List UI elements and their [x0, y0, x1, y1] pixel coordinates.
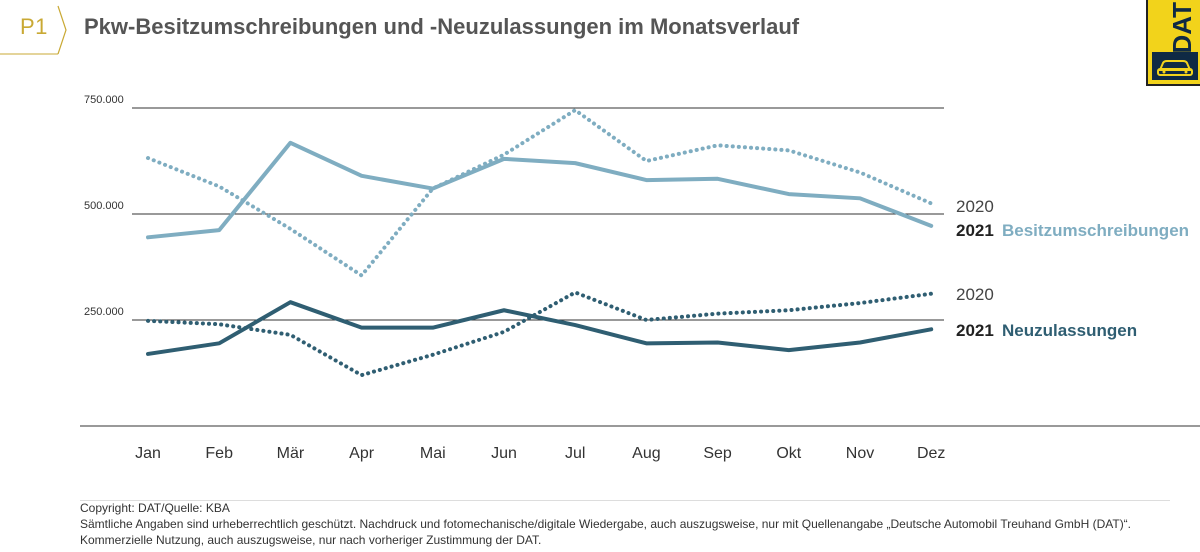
header: P1 Pkw-Besitzumschreibungen und -Neuzula… — [0, 0, 1200, 60]
series-line-neu-2020 — [146, 290, 934, 378]
x-tick-label: Feb — [205, 445, 233, 462]
x-tick-label: Mär — [277, 445, 305, 462]
legal-text-2: Kommerzielle Nutzung, auch auszugsweise,… — [80, 533, 542, 547]
x-tick-label: Jun — [491, 445, 517, 462]
y-tick-label: 500.000 — [84, 200, 124, 212]
x-tick-label: Dez — [917, 445, 945, 462]
y-tick-label: 750.000 — [84, 94, 124, 106]
x-tick-label: Apr — [349, 445, 375, 462]
legal-text: Sämtliche Angaben sind urheberrechtlich … — [80, 517, 1132, 531]
chart-series — [146, 108, 934, 378]
series-line-neu-2021 — [146, 300, 934, 356]
x-tick-label: Okt — [776, 445, 801, 462]
label-besitz-2020: 2020 — [956, 197, 994, 216]
x-tick-label: Jan — [135, 445, 161, 462]
page-title: Pkw-Besitzumschreibungen und -Neuzulassu… — [84, 14, 800, 39]
x-tick-label: Nov — [846, 445, 874, 462]
footer: Copyright: DAT/Quelle: KBA Sämtliche Ang… — [80, 500, 1131, 548]
car-icon — [1152, 52, 1198, 80]
dat-logo: DAT — [1146, 0, 1200, 86]
label-neu-2020: 2020 — [956, 285, 994, 304]
x-tick-label: Jul — [565, 445, 585, 462]
footer-divider — [80, 500, 1170, 501]
label-besitz-2021: 2021 — [956, 221, 994, 240]
x-axis: Jan Feb Mär Apr Mai Jun Jul Aug Sep Okt Nov Dez — [135, 445, 945, 462]
label-besitz-name: Besitzumschreibungen — [1002, 221, 1189, 240]
page-tag: P1 — [20, 14, 48, 39]
label-neu-2021: 2021 — [956, 321, 994, 340]
x-tick-label: Aug — [632, 445, 660, 462]
page-tag-chevron-icon — [0, 5, 67, 55]
chart-grid — [80, 107, 1200, 427]
label-neu-name: Neuzulassungen — [1002, 321, 1137, 340]
series-line-besitz-2021 — [146, 140, 934, 240]
y-tick-label: 250.000 — [84, 306, 124, 318]
x-tick-label: Mai — [420, 445, 446, 462]
y-axis: 250.000 500.000 750.000 — [84, 94, 124, 318]
x-tick-label: Sep — [703, 445, 732, 462]
line-chart: 250.000 500.000 750.000 Jan Feb Mär Apr Mai Jun… — [80, 94, 1200, 462]
copyright-text: Copyright: DAT/Quelle: KBA — [80, 501, 230, 515]
series-line-besitz-2020 — [146, 108, 934, 278]
